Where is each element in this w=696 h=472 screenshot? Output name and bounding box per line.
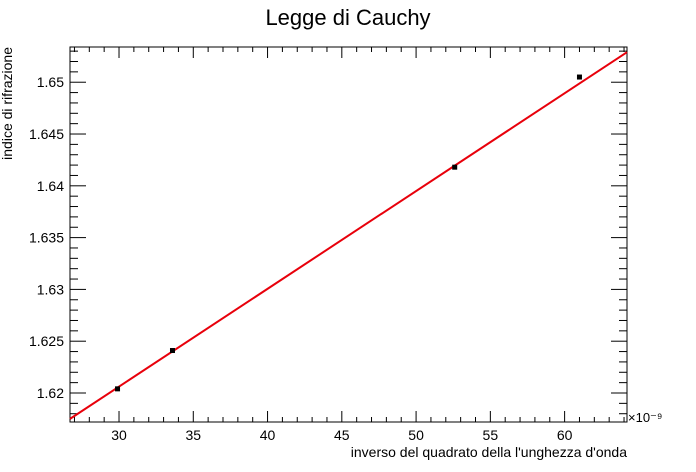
data-marks	[69, 51, 628, 420]
y-tick-label: 1.635	[29, 230, 64, 246]
x-tick-label: 55	[483, 427, 499, 443]
y-axis-label: indice di rifrazione	[0, 47, 15, 160]
y-tick-label: 1.625	[29, 333, 64, 349]
fit-line	[69, 51, 628, 420]
axes: 30 35 40 45 50 55 60 1.62 1.625 1.63 1.635 1.64 1.64…	[29, 47, 627, 443]
y-tick-label: 1.62	[37, 385, 64, 401]
x-tick-label: 50	[408, 427, 424, 443]
x-axis-multiplier: ×10⁻⁹	[628, 410, 662, 425]
y-tick-label: 1.64	[37, 178, 64, 194]
y-tick-label: 1.65	[37, 74, 64, 90]
chart-title: Legge di Cauchy	[265, 5, 430, 30]
data-point	[576, 74, 582, 80]
x-tick-label: 45	[334, 427, 350, 443]
data-point	[115, 386, 121, 392]
data-point	[452, 164, 458, 170]
x-tick-label: 35	[185, 427, 201, 443]
plot-frame	[69, 46, 628, 423]
data-point	[169, 348, 175, 354]
x-tick-label: 30	[111, 427, 127, 443]
x-tick-label: 60	[557, 427, 573, 443]
x-axis-label: inverso del quadrato della l'unghezza d'…	[351, 444, 627, 460]
y-tick-label: 1.63	[37, 281, 64, 297]
x-tick-label: 40	[260, 427, 276, 443]
y-tick-label: 1.645	[29, 126, 64, 142]
